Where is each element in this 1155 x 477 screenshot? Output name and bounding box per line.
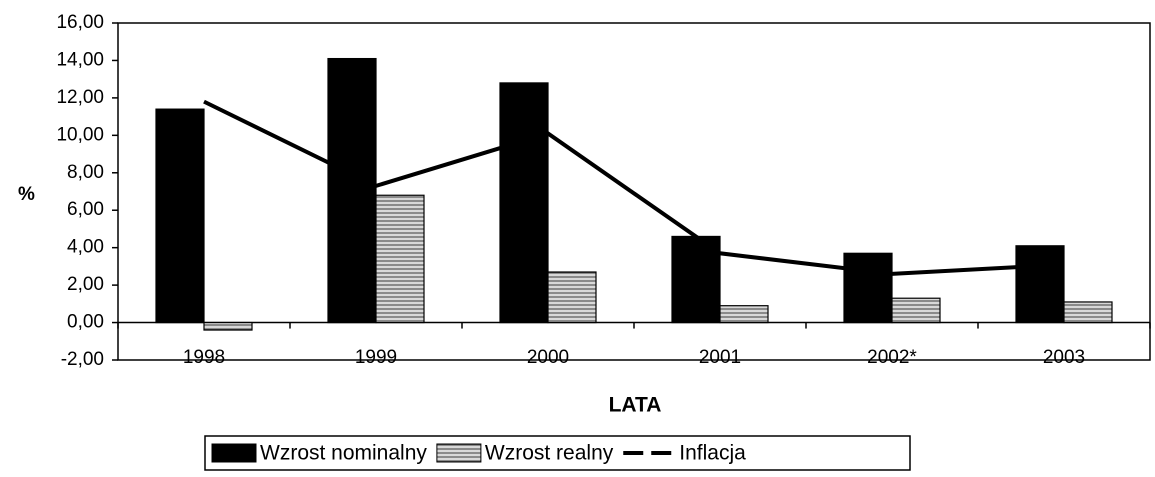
legend-swatch	[436, 443, 482, 463]
y-tick-label: 6,00	[67, 199, 104, 220]
legend-label: Wzrost realny	[485, 442, 614, 465]
bar	[891, 297, 941, 324]
x-tick-label: 2003	[1043, 347, 1085, 368]
y-axis-label: %	[18, 184, 35, 205]
x-tick-label: 1998	[183, 347, 225, 368]
legend-label: Wzrost nominalny	[260, 442, 427, 465]
legend-box	[204, 435, 911, 471]
x-axis-label: LATA	[609, 394, 662, 417]
bar	[719, 305, 769, 324]
bar	[1063, 301, 1113, 324]
x-tick-label: 2000	[527, 347, 569, 368]
x-tick-label: 2001	[699, 347, 741, 368]
plot-area	[117, 22, 1151, 361]
bar	[1015, 245, 1065, 324]
bar	[375, 194, 425, 324]
bar	[327, 57, 377, 324]
y-tick-label: 10,00	[56, 124, 104, 145]
bar	[843, 252, 893, 324]
y-tick-label: 0,00	[67, 312, 104, 333]
y-tick-label: -2,00	[61, 349, 104, 370]
bar	[499, 82, 549, 324]
y-tick-label: 8,00	[67, 162, 104, 183]
line	[203, 99, 1065, 276]
legend-swatch	[211, 443, 257, 463]
x-tick-label: 1999	[355, 347, 397, 368]
y-tick-label: 12,00	[56, 87, 104, 108]
x-tick-label: 2002*	[867, 347, 917, 368]
legend-label: Inflacja	[679, 442, 746, 465]
bar	[155, 108, 205, 324]
y-tick-label: 4,00	[67, 237, 104, 258]
bar	[547, 271, 597, 324]
bar	[203, 321, 253, 331]
y-tick-label: 14,00	[56, 49, 104, 70]
y-tick-label: 2,00	[67, 274, 104, 295]
y-tick-label: 16,00	[56, 12, 104, 33]
